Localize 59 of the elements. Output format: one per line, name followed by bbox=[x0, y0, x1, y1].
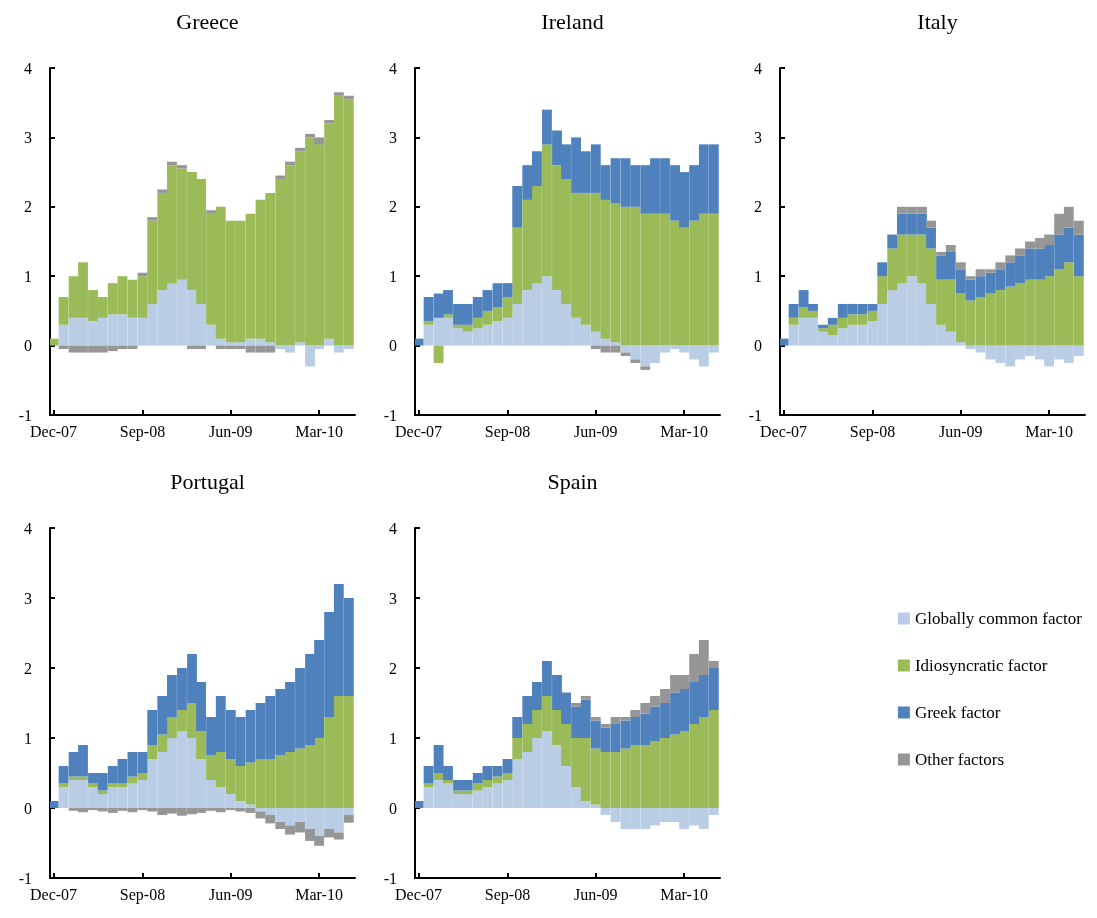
chart-title: Greece bbox=[176, 8, 239, 34]
x-tick-label: Dec-07 bbox=[30, 422, 78, 440]
y-tick-label: 2 bbox=[389, 659, 397, 677]
y-tick-label: 0 bbox=[389, 337, 397, 355]
x-tick-label: Jun-09 bbox=[574, 422, 618, 440]
y-tick-label: 3 bbox=[389, 128, 397, 146]
y-tick-label: 4 bbox=[24, 59, 32, 77]
x-tick-label: Mar-10 bbox=[1025, 422, 1073, 440]
x-tick-label: Sep-08 bbox=[849, 422, 896, 441]
y-tick-label: 1 bbox=[389, 267, 397, 285]
x-tick-label: Sep-08 bbox=[484, 885, 531, 904]
x-tick-label: Mar-10 bbox=[660, 422, 708, 440]
y-tick-label: 2 bbox=[389, 198, 397, 216]
x-tick-label: Dec-07 bbox=[395, 885, 443, 903]
y-tick-label: 2 bbox=[24, 198, 32, 216]
chart-title: Ireland bbox=[541, 8, 604, 34]
y-tick-label: 0 bbox=[754, 337, 762, 355]
y-tick-label: 1 bbox=[754, 267, 762, 285]
y-tick-label: -1 bbox=[383, 869, 397, 887]
x-tick-label: Sep-08 bbox=[484, 422, 531, 441]
chart-title: Spain bbox=[547, 468, 598, 494]
y-tick-label: 1 bbox=[24, 267, 32, 285]
y-tick-label: 3 bbox=[389, 589, 397, 607]
x-tick-label: Mar-10 bbox=[295, 422, 343, 440]
x-tick-label: Dec-07 bbox=[760, 422, 808, 440]
x-tick-label: Jun-09 bbox=[209, 885, 253, 903]
y-tick-label: 4 bbox=[389, 59, 397, 77]
y-tick-label: 4 bbox=[389, 519, 397, 537]
y-tick-label: 3 bbox=[754, 128, 762, 146]
chart-title: Italy bbox=[917, 8, 958, 34]
y-tick-label: 3 bbox=[24, 128, 32, 146]
x-tick-label: Jun-09 bbox=[209, 422, 253, 440]
y-tick-label: 1 bbox=[389, 729, 397, 747]
y-tick-label: 4 bbox=[754, 59, 762, 77]
y-tick-label: 0 bbox=[24, 799, 32, 817]
y-tick-label: -1 bbox=[18, 406, 32, 424]
y-tick-label: 2 bbox=[754, 198, 762, 216]
y-tick-label: 4 bbox=[24, 519, 32, 537]
legend-label: Globally common factor bbox=[914, 609, 1083, 628]
y-tick-label: -1 bbox=[383, 406, 397, 424]
x-tick-label: Dec-07 bbox=[30, 885, 78, 903]
y-tick-label: 1 bbox=[24, 729, 32, 747]
chart-title: Portugal bbox=[170, 468, 245, 494]
y-tick-label: 3 bbox=[24, 589, 32, 607]
legend-label: Idiosyncratic factor bbox=[914, 656, 1048, 675]
x-tick-label: Sep-08 bbox=[119, 422, 166, 441]
y-tick-label: 0 bbox=[389, 799, 397, 817]
x-tick-label: Mar-10 bbox=[295, 885, 343, 903]
legend-label: Greek factor bbox=[914, 703, 1001, 722]
x-tick-label: Sep-08 bbox=[119, 885, 166, 904]
y-tick-label: 0 bbox=[24, 337, 32, 355]
x-tick-label: Mar-10 bbox=[660, 885, 708, 903]
x-tick-label: Jun-09 bbox=[574, 885, 618, 903]
x-tick-label: Jun-09 bbox=[939, 422, 983, 440]
y-tick-label: -1 bbox=[18, 869, 32, 887]
legend-label: Other factors bbox=[914, 750, 1005, 769]
x-tick-label: Dec-07 bbox=[395, 422, 443, 440]
y-tick-label: 2 bbox=[24, 659, 32, 677]
y-tick-label: -1 bbox=[748, 406, 762, 424]
